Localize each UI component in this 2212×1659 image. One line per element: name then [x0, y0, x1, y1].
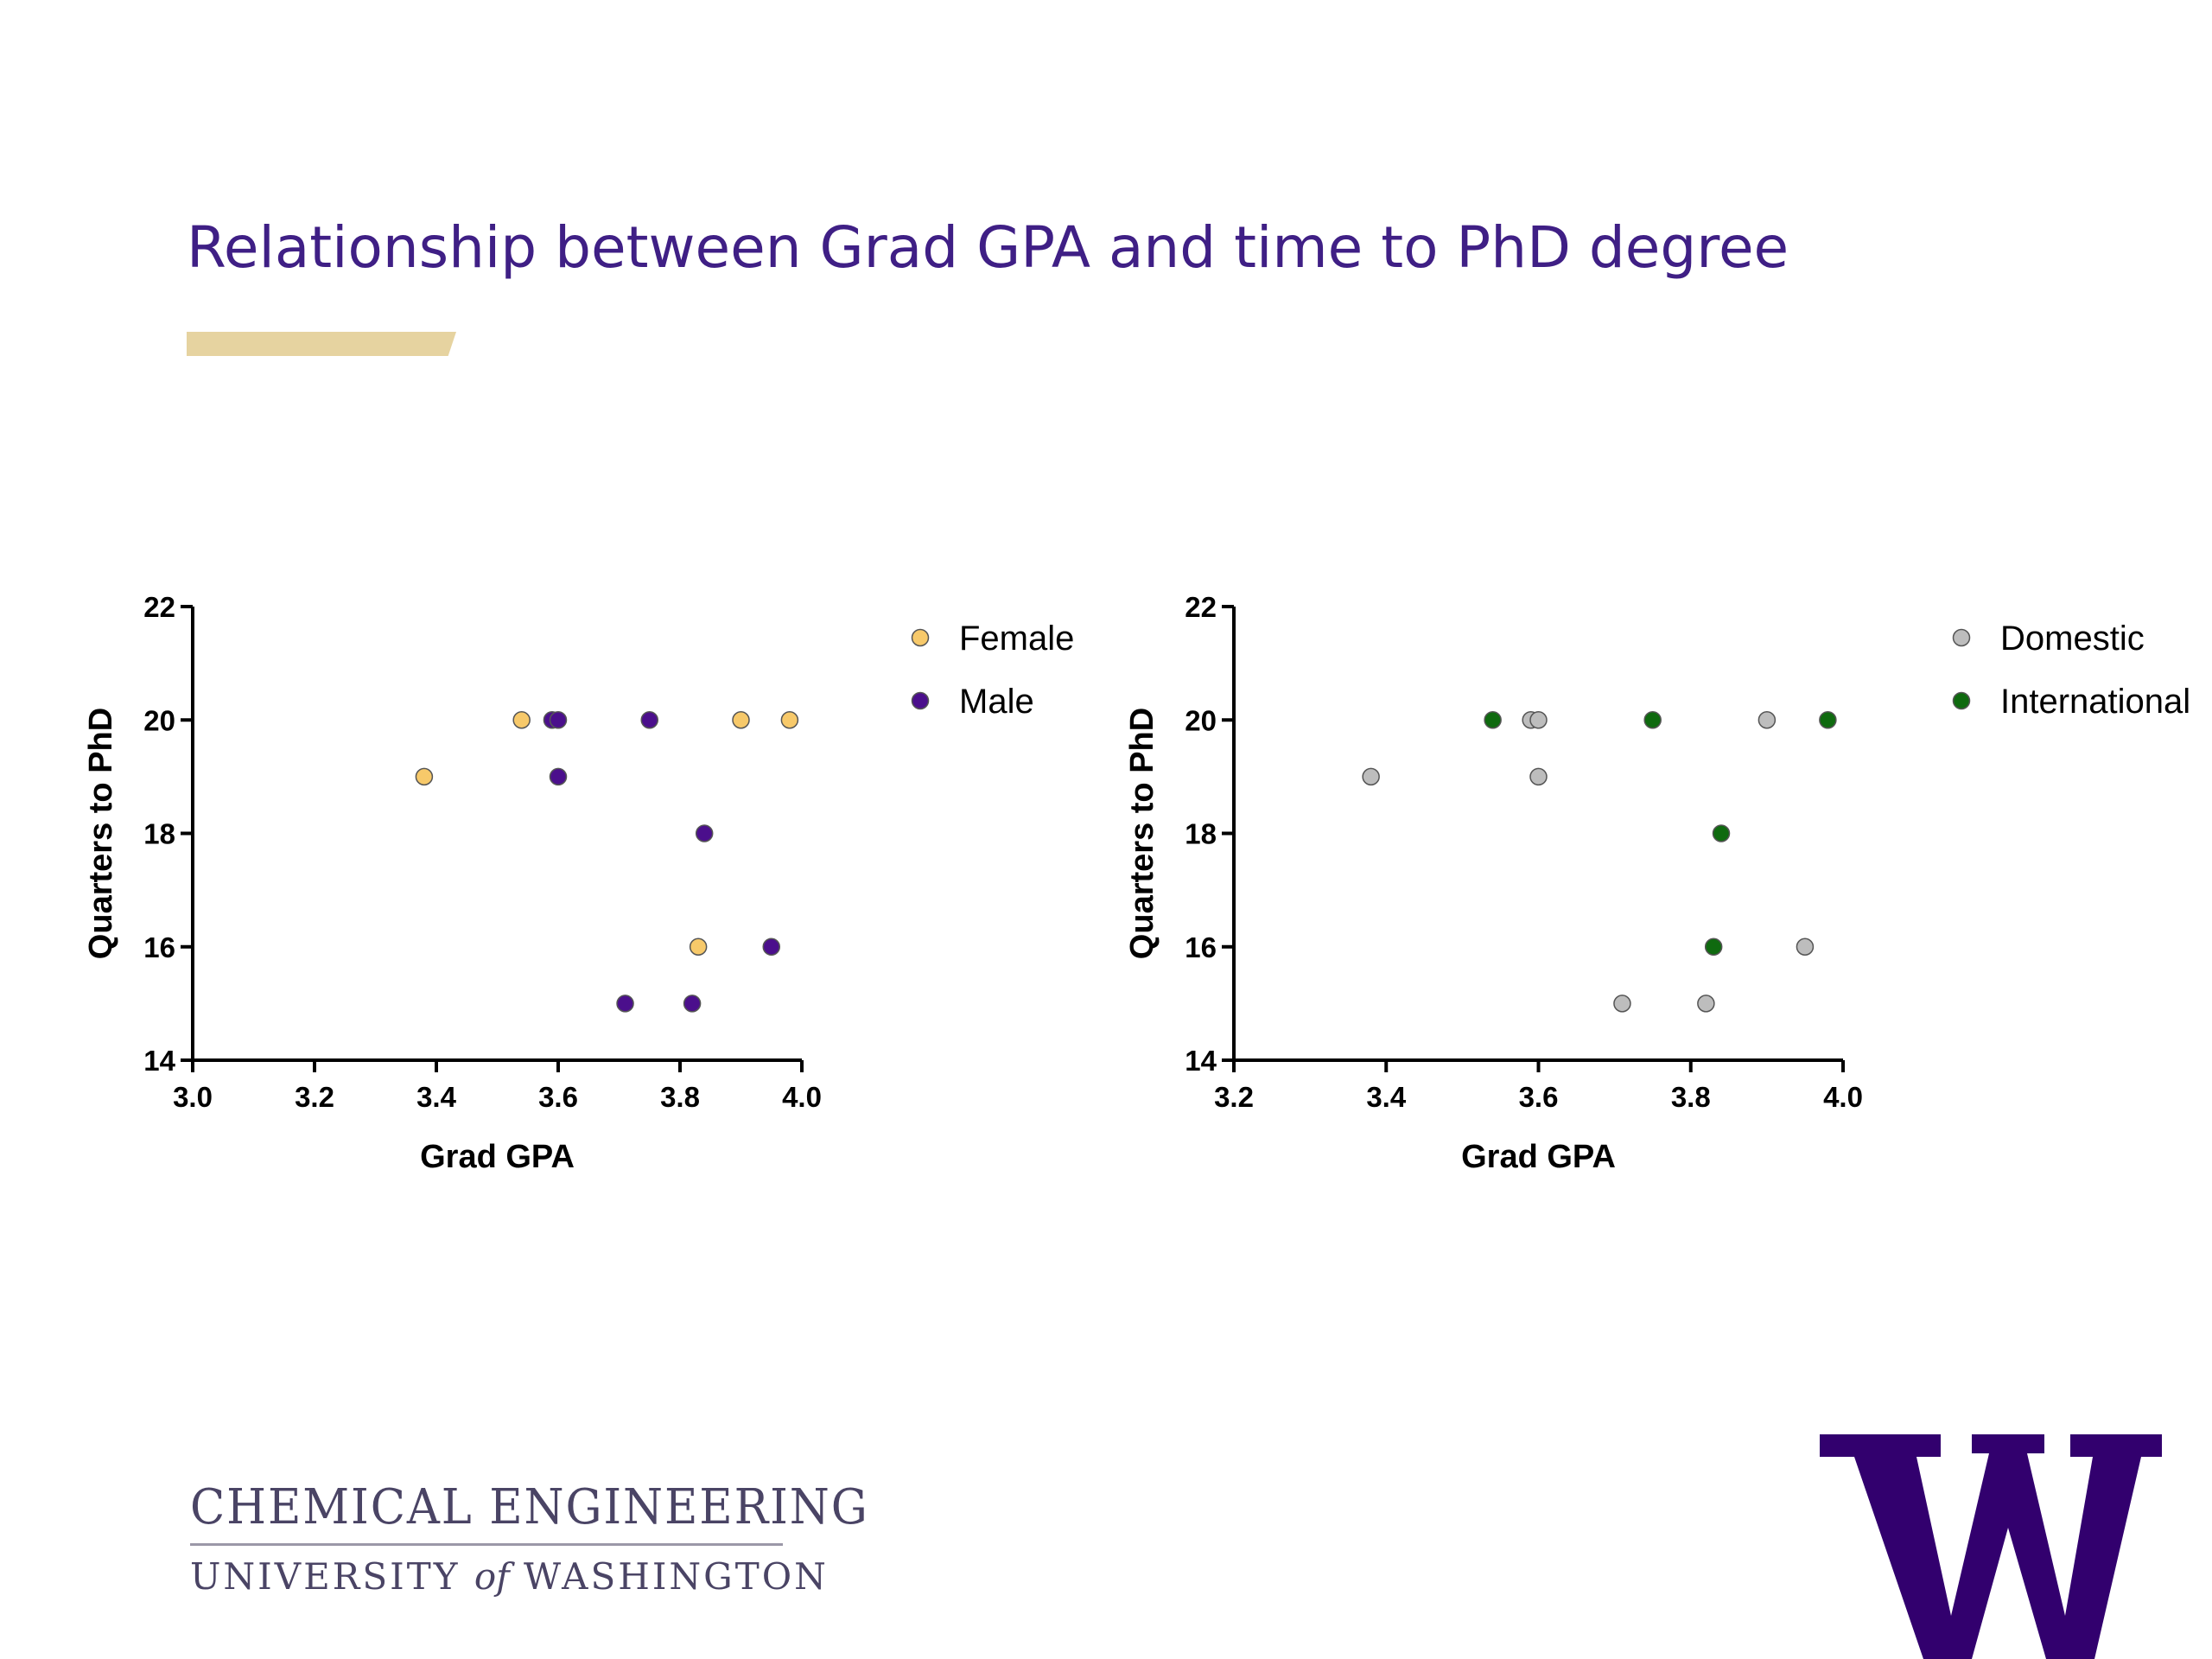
uw-w-logo	[1820, 1434, 2162, 1659]
x-axis-title: Grad GPA	[420, 1139, 575, 1175]
legend-label-male: Male	[959, 683, 1034, 721]
university-wordmark: UNIVERSITY of WASHINGTON	[190, 1555, 829, 1598]
y-tick-label: 18	[1185, 818, 1217, 850]
x-tick-label: 3.2	[1214, 1081, 1254, 1113]
male-point	[549, 767, 568, 786]
x-tick-label: 3.8	[660, 1081, 700, 1113]
title-accent-bar	[187, 332, 456, 356]
international-point	[1643, 711, 1662, 729]
legend-marker-male	[911, 691, 930, 710]
y-tick-label: 22	[1185, 591, 1217, 623]
legend-label-international: International	[2000, 683, 2190, 721]
female-point	[732, 711, 750, 729]
male-point	[695, 824, 714, 842]
university-of: of	[474, 1555, 510, 1598]
x-tick-label: 3.6	[538, 1081, 578, 1113]
legend-label-female: Female	[959, 620, 1074, 658]
x-axis-title: Grad GPA	[1461, 1139, 1616, 1175]
x-tick-label: 3.8	[1671, 1081, 1711, 1113]
department-wordmark: CHEMICAL ENGINEERING	[190, 1479, 869, 1535]
domestic-point	[1796, 938, 1815, 956]
y-axis-title: Quarters to PhD	[83, 708, 119, 959]
y-tick-label: 22	[143, 591, 175, 623]
x-tick-label: 3.0	[173, 1081, 213, 1113]
x-tick-label: 4.0	[1823, 1081, 1863, 1113]
international-point	[1484, 711, 1502, 729]
y-tick-label: 18	[143, 818, 175, 850]
y-tick-label: 14	[1185, 1045, 1217, 1077]
x-tick-label: 3.4	[416, 1081, 457, 1113]
legend-label-domestic: Domestic	[2000, 620, 2145, 658]
domestic-point	[1529, 767, 1548, 786]
female-point	[689, 938, 708, 956]
footer-divider	[190, 1543, 783, 1546]
gender-scatter-chart: 3.0 3.2 3.4 3.6 3.8 4.0 14 16 18 20 22 Grad GPA Quar…	[83, 591, 1074, 1175]
female-point	[780, 711, 799, 729]
female-point	[415, 767, 434, 786]
international-point	[1819, 711, 1837, 729]
y-tick-label: 20	[1185, 704, 1217, 736]
y-tick-label: 14	[143, 1045, 175, 1077]
legend-marker-female	[911, 628, 930, 647]
legend-marker-domestic	[1952, 628, 1971, 647]
male-point	[616, 995, 634, 1013]
female-point	[512, 711, 531, 729]
residency-scatter-chart: 3.2 3.4 3.6 3.8 4.0 14 16 18 20 22 Grad GPA Quarter…	[1124, 591, 2190, 1175]
domestic-point	[1758, 711, 1777, 729]
domestic-point	[1613, 995, 1631, 1013]
y-axis-title: Quarters to PhD	[1124, 708, 1160, 959]
slide-title: Relationship between Grad GPA and time t…	[187, 214, 1789, 281]
male-point	[640, 711, 658, 729]
international-point	[1704, 938, 1723, 956]
x-tick-label: 3.4	[1366, 1081, 1407, 1113]
x-tick-label: 3.6	[1519, 1081, 1559, 1113]
x-tick-label: 3.2	[295, 1081, 334, 1113]
university-word: UNIVERSITY	[190, 1555, 461, 1598]
domestic-point	[1362, 767, 1380, 786]
y-tick-label: 16	[143, 931, 175, 963]
y-tick-label: 16	[1185, 931, 1217, 963]
international-point	[1712, 824, 1731, 842]
domestic-point	[1529, 711, 1548, 729]
male-point	[762, 938, 780, 956]
male-point	[549, 711, 568, 729]
male-point	[683, 995, 702, 1013]
y-tick-label: 20	[143, 704, 175, 736]
legend-marker-international	[1952, 691, 1971, 710]
x-tick-label: 4.0	[782, 1081, 822, 1113]
washington-word: WASHINGTON	[524, 1555, 829, 1598]
domestic-point	[1697, 995, 1715, 1013]
